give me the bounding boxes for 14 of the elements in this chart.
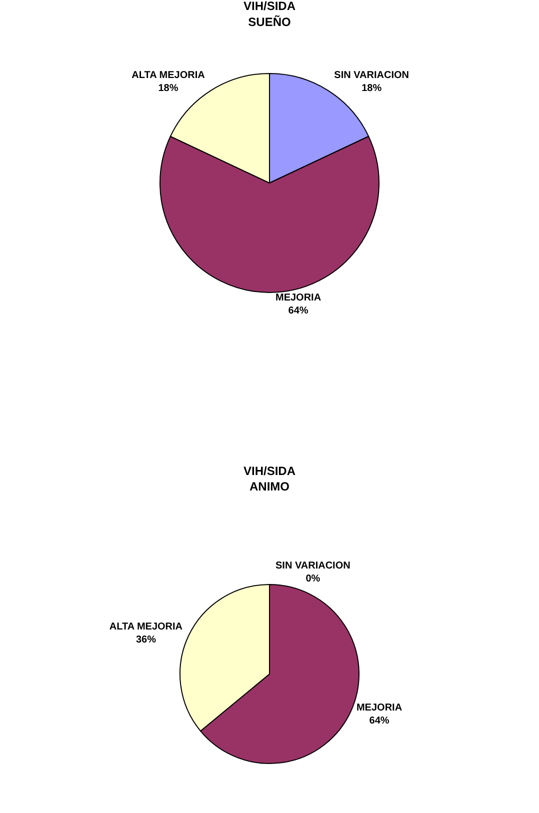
- text: 0%: [306, 574, 320, 584]
- slice-label: SIN VARIACION: [334, 70, 409, 81]
- data-label: 36%: [136, 634, 156, 646]
- slice-label: MEJORIA: [276, 292, 322, 304]
- data-label: 18%: [362, 82, 382, 94]
- data-label: 18%: [158, 82, 178, 94]
- slice-label: ALTA MEJORIA: [109, 622, 183, 633]
- category-label: SIN VARIACION: [276, 560, 350, 572]
- slice-label: MEJORIA: [356, 702, 402, 714]
- data-label: 64%: [369, 715, 390, 726]
- chart-title: VIH/SIDA SUEÑO: [243, 0, 296, 29]
- slice-label: ALTA MEJORIA: [132, 70, 205, 81]
- chart-title: VIH/SIDA ANIMO: [243, 464, 296, 494]
- data-label: 64%: [288, 306, 308, 316]
